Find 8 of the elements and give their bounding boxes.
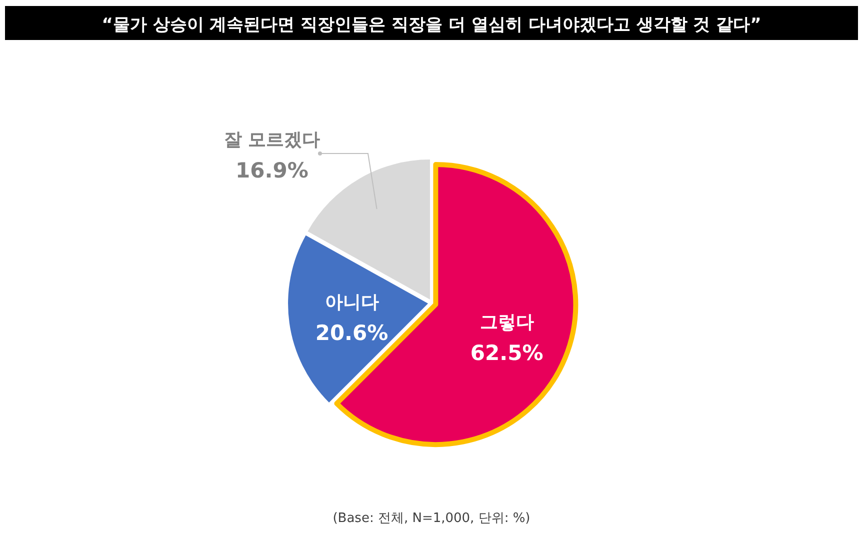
slice-label: 잘 모르겠다 [224,130,320,151]
data-label: 20.6% [315,321,388,346]
chart-title: “물가 상승이 계속된다면 직장인들은 직장을 더 열심히 다녀야겠다고 생각할 것 같다” [102,15,762,35]
text: (Base: 전체, N=1,000, 단위: %) [332,511,530,526]
slice-label: 그렇다 [480,312,534,333]
data-label: 62.5% [470,340,544,365]
data-label: 16.9% [236,158,308,183]
slice-label: 아니다 [324,292,379,314]
